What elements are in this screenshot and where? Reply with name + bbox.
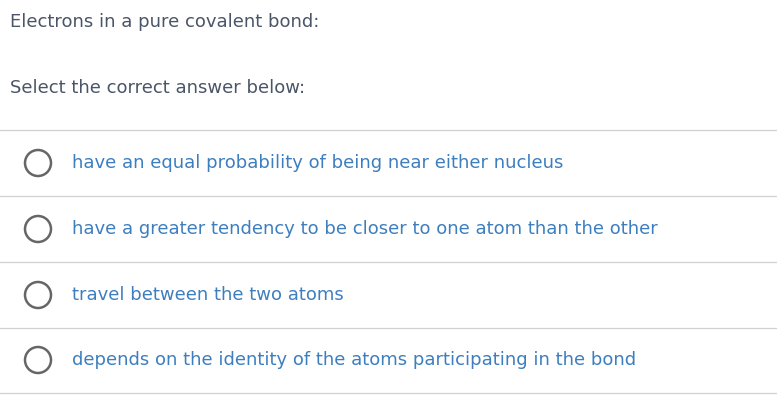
Text: have a greater tendency to be closer to one atom than the other: have a greater tendency to be closer to … xyxy=(72,220,658,238)
Text: travel between the two atoms: travel between the two atoms xyxy=(72,286,343,304)
Text: Electrons in a pure covalent bond:: Electrons in a pure covalent bond: xyxy=(10,13,319,31)
Text: have an equal probability of being near either nucleus: have an equal probability of being near … xyxy=(72,154,563,172)
Text: depends on the identity of the atoms participating in the bond: depends on the identity of the atoms par… xyxy=(72,351,636,369)
Text: Select the correct answer below:: Select the correct answer below: xyxy=(10,79,305,97)
